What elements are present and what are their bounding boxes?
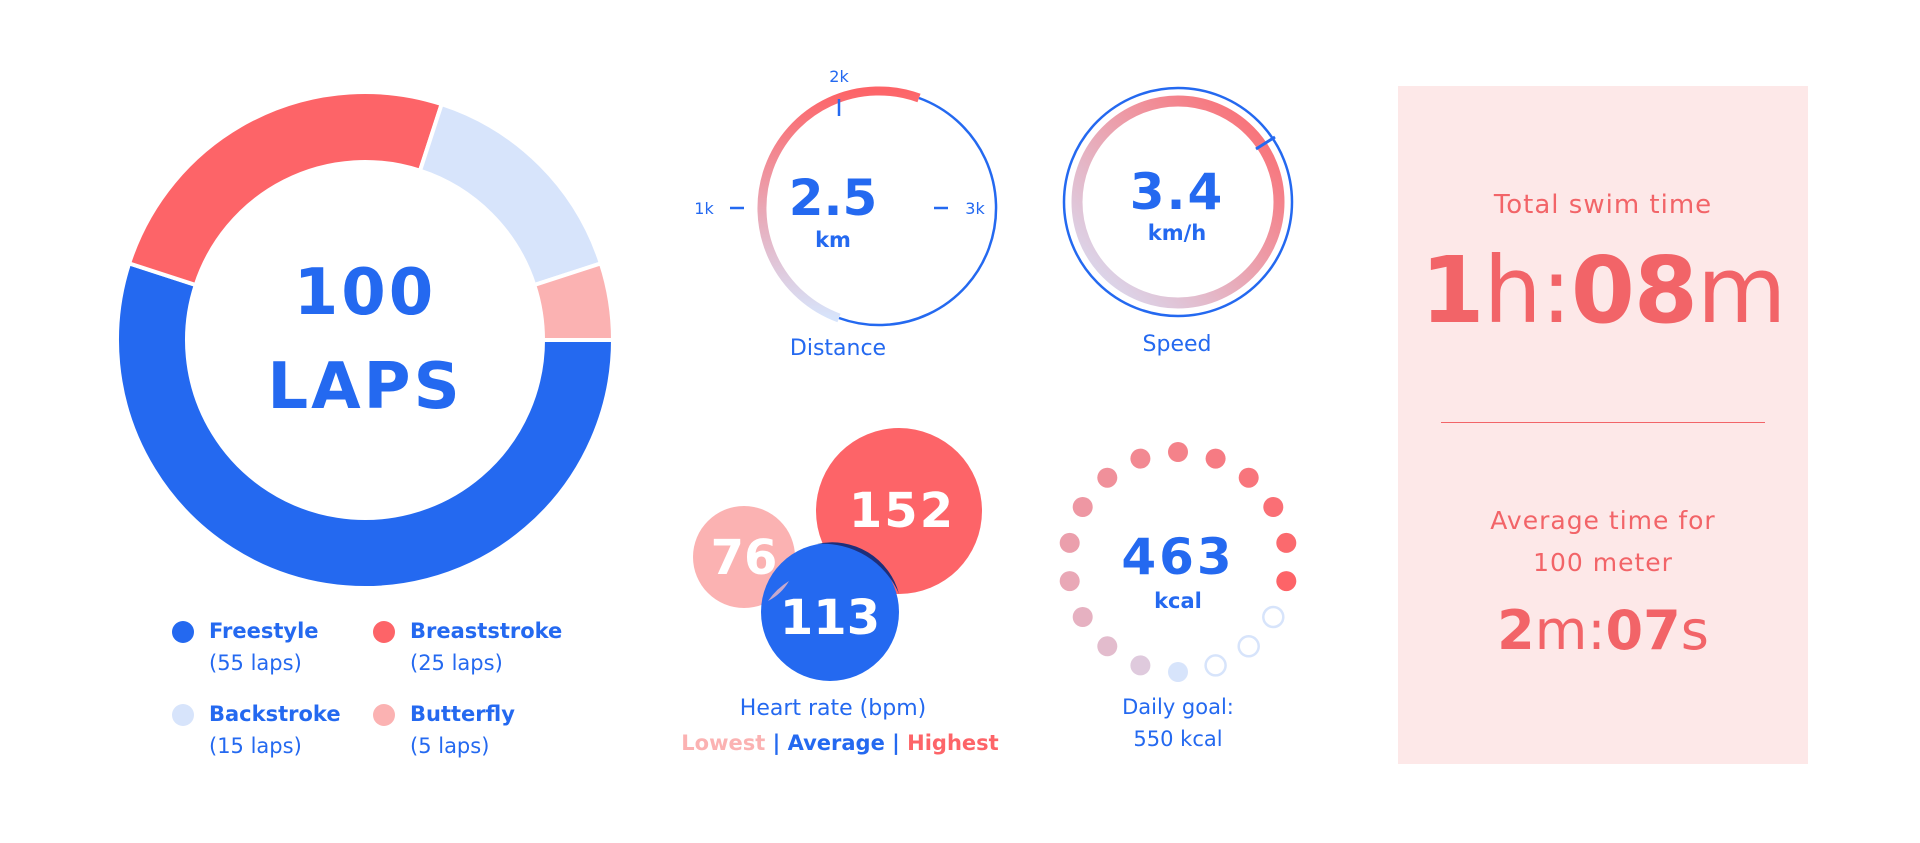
total-hours-number: 1 <box>1420 237 1485 344</box>
speed-value: 3.4 <box>1130 163 1225 221</box>
distance-gauge: 1k 2k 3k 2.5 km Distance <box>694 67 998 361</box>
speed-gauge: 3.4 km/h Speed <box>1062 86 1294 357</box>
legend-sub-breaststroke: (25 laps) <box>410 651 503 675</box>
avg-time-value: 2m:07s <box>1398 598 1808 664</box>
heart-key-average: Average <box>787 731 885 755</box>
kcal-dot <box>1130 448 1151 469</box>
kcal-dot <box>1263 497 1284 517</box>
kcal-dot <box>1262 605 1285 629</box>
distance-value: 2.5 <box>789 169 878 227</box>
heart-key-lowest: Lowest <box>681 731 766 755</box>
heart-rate-bubbles: 76 152 113 Heart rate (bpm) <box>693 428 982 721</box>
legend-name-butterfly: Butterfly <box>410 702 515 726</box>
bubble-average <box>761 543 899 681</box>
donut-slice-backstroke <box>417 101 604 288</box>
distance-tick-label-3k: 3k <box>965 199 985 218</box>
avg-time-title-line1: Average time for <box>1490 506 1716 535</box>
avg-seconds-unit: s <box>1680 599 1709 662</box>
bubble-overlap-avg-low <box>768 581 789 601</box>
kcal-dot <box>1059 532 1080 553</box>
heart-key-highest: Highest <box>907 731 999 755</box>
legend-dot-breaststroke <box>373 621 395 643</box>
laps-center-value: 100 <box>294 256 437 330</box>
heart-key-sep1: | <box>765 731 788 755</box>
kcal-dot <box>1237 635 1260 658</box>
speed-label: Speed <box>1143 332 1212 357</box>
speed-unit: km/h <box>1148 221 1206 245</box>
legend-name-freestyle: Freestyle <box>209 619 319 643</box>
kcal-dot <box>1204 654 1227 677</box>
kcal-dot <box>1168 442 1188 462</box>
legend-sub-butterfly: (5 laps) <box>410 734 490 758</box>
avg-minutes-unit: m: <box>1534 599 1606 662</box>
kcal-dot <box>1168 662 1188 682</box>
total-swim-time-title: Total swim time <box>1493 190 1713 220</box>
kcal-dot <box>1072 497 1093 517</box>
distance-label: Distance <box>790 336 886 361</box>
donut-slice-freestyle <box>115 260 616 590</box>
kcal-unit: kcal <box>1154 589 1202 613</box>
bubble-highest-value: 152 <box>849 483 955 539</box>
speed-outer-ring <box>1062 86 1294 318</box>
legend-dot-freestyle <box>172 621 194 643</box>
heart-rate-label: Heart rate (bpm) <box>740 696 926 721</box>
bubble-average-value: 113 <box>780 590 880 646</box>
laps-center-unit: LAPS <box>267 350 462 424</box>
total-hours-unit: h: <box>1483 237 1572 344</box>
distance-tick-label-2k: 2k <box>829 67 849 86</box>
avg-time-title-line2: 100 meter <box>1533 548 1673 577</box>
legend-name-breaststroke: Breaststroke <box>410 619 563 643</box>
bubble-overlap-avg-high <box>817 542 899 594</box>
kcal-dot <box>1276 571 1297 592</box>
distance-outline-arc <box>838 96 998 327</box>
speed-marker <box>1255 135 1276 151</box>
legend-dot-butterfly <box>373 704 395 726</box>
distance-tick-label-1k: 1k <box>694 199 714 218</box>
legend-name-backstroke: Backstroke <box>209 702 341 726</box>
kcal-goal-line2: 550 kcal <box>1133 727 1222 751</box>
total-minutes-unit: m <box>1696 237 1787 344</box>
avg-seconds-number: 07 <box>1605 599 1681 662</box>
kcal-dot <box>1072 607 1093 627</box>
avg-minutes-number: 2 <box>1497 599 1535 662</box>
kcal-value: 463 <box>1121 528 1234 586</box>
kcal-dot <box>1097 467 1118 488</box>
swim-time-panel: Total swim time 1h:08m Average time for … <box>1398 86 1808 764</box>
panel-divider <box>1441 422 1765 423</box>
kcal-progress-ring <box>1059 442 1297 682</box>
kcal-dot <box>1097 636 1118 657</box>
speed-gradient-ring <box>1071 95 1285 309</box>
kcal-dot <box>1130 655 1151 676</box>
distance-unit: km <box>815 228 851 252</box>
legend-sub-backstroke: (15 laps) <box>209 734 302 758</box>
kcal-dot <box>1205 448 1226 469</box>
kcal-dot <box>1059 571 1080 592</box>
legend-sub-freestyle: (55 laps) <box>209 651 302 675</box>
heart-rate-legend: Lowest | Average | Highest <box>640 731 1040 755</box>
laps-donut-chart <box>115 90 616 590</box>
kcal-dot <box>1238 467 1259 488</box>
distance-gradient-arc <box>757 86 921 323</box>
total-minutes-number: 08 <box>1570 237 1698 344</box>
donut-slice-butterfly <box>531 260 616 342</box>
total-swim-time-value: 1h:08m <box>1398 236 1808 346</box>
legend-dot-backstroke <box>172 704 194 726</box>
kcal-dot <box>1276 532 1297 553</box>
kcal-goal-line1: Daily goal: <box>1122 695 1234 719</box>
bubble-lowest-value: 76 <box>711 530 778 586</box>
heart-key-sep2: | <box>884 731 908 755</box>
